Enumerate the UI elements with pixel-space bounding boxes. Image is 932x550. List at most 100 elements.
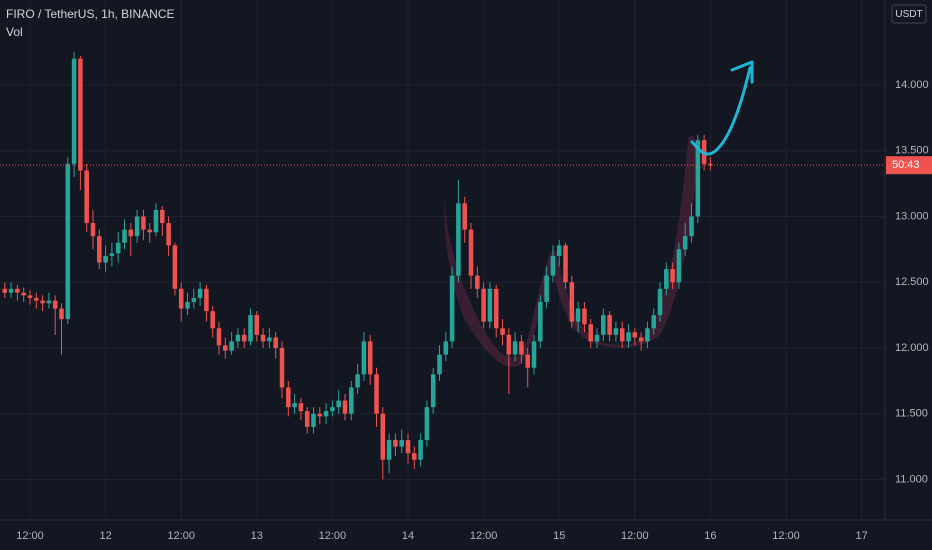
candle-body [34,298,39,301]
candle-body [689,216,694,237]
candle-body [487,288,493,322]
candle-body [670,269,675,283]
candle-body [594,334,600,342]
candle-body [317,413,323,417]
candle-body [607,315,612,335]
candle-body [90,223,96,237]
candle-body [575,308,581,322]
candle-body [323,411,329,417]
candle-body [475,275,480,289]
candle-body [424,407,430,441]
candle-body [563,245,568,283]
candle-body [676,249,682,283]
candle-body [292,403,297,408]
candle-body [468,229,474,276]
x-tick-label: 17 [856,530,868,542]
candle-body [229,341,234,351]
candle-body [46,300,52,304]
currency-label[interactable]: USDT [895,9,922,20]
candle-body [456,203,461,276]
candle-body [380,413,386,460]
candle-body [443,341,449,355]
candle-body [418,440,423,460]
candle-body [128,229,134,237]
candle-body [122,229,127,243]
candles [0,52,885,480]
candle-body [462,203,467,230]
candle-body [267,337,272,342]
candle-body [166,223,171,246]
y-tick-label: 14.000 [895,79,929,91]
candle-body [374,374,379,414]
candle-body [506,334,512,355]
candle-body [197,288,203,299]
candle-body [708,163,713,166]
candle-body [52,300,58,309]
candle-body [544,275,549,302]
candle-body [71,58,77,164]
candle-body [569,282,575,322]
candle-body [241,334,247,342]
x-tick-label: 14 [402,530,414,542]
candle-body [185,301,190,309]
candle-body [2,288,8,293]
candle-body [512,341,518,355]
candle-body [260,334,266,342]
x-tick-label: 12:00 [16,530,44,542]
candle-body [65,163,71,320]
x-tick-label: 13 [251,530,263,542]
candle-body [531,341,537,368]
candle-body [153,209,159,233]
candle-body [204,288,209,312]
candle-body [109,253,115,256]
candle-body [386,440,392,460]
candle-body [355,374,360,388]
axes: 11.000 11.500 12.000 12.500 13.000 13.500 14.0… [16,79,932,542]
candle-body [223,345,228,351]
grid [0,0,885,520]
candle-body [626,332,631,342]
candle-body [481,288,486,322]
candle-body [103,255,108,263]
candle-body [556,245,562,256]
y-tick-label: 12.000 [895,342,929,354]
candle-body [21,292,26,296]
candle-body [613,328,619,335]
x-tick-label: 12:00 [470,530,498,542]
x-tick-label: 16 [704,530,716,542]
currency-box[interactable] [891,4,927,24]
price-axis [885,0,932,550]
candle-body [632,332,638,338]
candle-body [393,440,398,447]
candle-body [27,295,33,299]
candle-body [430,374,436,408]
x-tick-label: 12 [99,530,111,542]
candle-body [172,245,178,289]
y-tick-label: 11.000 [895,473,928,485]
candle-body [449,275,455,342]
countdown-box [886,156,932,175]
arrow-annotation [690,66,752,156]
candle-body [651,315,656,329]
x-tick-label: 12:00 [772,530,800,542]
symbol-title: FIRO / TetherUS, 1h, BINANCE [6,7,175,21]
candle-body [59,308,64,320]
candle-body [412,453,417,460]
candle-body [582,308,587,325]
candle-body [15,288,20,293]
candle-body [638,337,644,342]
candle-body [235,334,241,342]
y-tick-label: 11.500 [895,408,928,420]
candle-body [619,328,625,342]
candle-body [588,324,593,342]
candle-body [601,315,606,335]
candle-body [97,236,102,263]
x-tick-label: 15 [553,530,565,542]
candle-body [279,347,285,388]
x-tick-label: 12:00 [319,530,347,542]
candle-body [695,140,701,217]
candle-body [682,236,688,250]
y-tick-label: 13.000 [895,210,929,222]
candle-body [500,328,505,335]
